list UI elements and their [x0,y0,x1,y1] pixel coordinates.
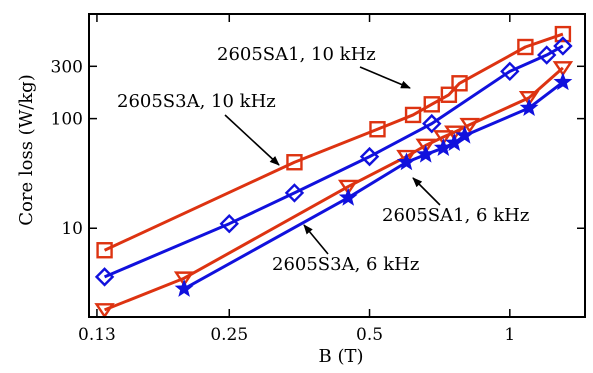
annotation-label: 2605S3A, 6 kHz [272,254,419,275]
marker-square [369,121,386,138]
x-tick-label: 0.5 [356,325,383,345]
x-tick-label: 0.13 [78,325,116,345]
y-tick-label: 100 [51,110,83,130]
marker-star [397,152,416,171]
y-axis-title: Core loss (W/kg) [16,74,37,225]
annotation-label: 2605SA1, 10 kHz [217,44,376,65]
marker-triangle-down [518,90,540,107]
marker-triangle-down [94,303,115,319]
marker-triangle-down [552,61,574,77]
series-1 [94,36,573,287]
marker-square [554,25,572,43]
marker-diamond [537,45,557,65]
marker-diamond [359,146,380,167]
marker-triangle-down [433,130,454,146]
x-tick-label: 1 [504,325,515,345]
series-0 [96,25,572,259]
annotation-arrow [412,177,441,206]
annotation-label: 2605SA1, 6 kHz [382,205,529,226]
y-tick-label: 10 [61,219,83,239]
marker-star [455,125,475,144]
marker-square [286,154,303,171]
annotation-arrow [303,224,329,255]
marker-triangle-down [415,138,436,154]
annotations: 2605SA1, 10 kHz 2605S3A, 10 kHz 2605SA1, 6… [117,44,529,275]
x-tick-label: 0.25 [210,325,248,345]
marker-star [174,278,194,297]
marker-square [440,86,458,103]
series-line [103,32,564,252]
series-2 [94,61,574,319]
marker-star [553,72,573,91]
marker-star [416,144,436,163]
y-tick-label: 300 [51,57,83,77]
marker-square [96,242,113,259]
marker-diamond [284,183,305,203]
marker-square [451,75,468,92]
annotation-arrow [224,114,280,166]
marker-square [423,96,440,113]
marker-star [338,187,358,206]
plot-area [94,25,574,319]
marker-star [519,98,539,117]
marker-diamond [500,61,520,82]
marker-square [517,38,534,56]
marker-star [433,138,453,156]
marker-triangle-down [459,117,480,134]
plot-frame [88,13,586,318]
series-3 [174,72,573,297]
series-line [104,66,564,312]
marker-diamond [94,267,115,287]
annotation-label: 2605S3A, 10 kHz [117,91,276,112]
marker-diamond [422,113,442,134]
marker-square [404,106,422,124]
marker-diamond [553,36,573,56]
x-axis-title: B (T) [319,346,364,367]
marker-triangle-down [396,149,417,166]
annotation-arrow [359,66,411,89]
marker-triangle-down [173,271,195,287]
marker-triangle-down [337,179,359,196]
series-line [103,44,564,279]
marker-diamond [219,214,239,234]
axes: 0.13 0.25 0.5 1 10 100 300 [51,13,586,345]
